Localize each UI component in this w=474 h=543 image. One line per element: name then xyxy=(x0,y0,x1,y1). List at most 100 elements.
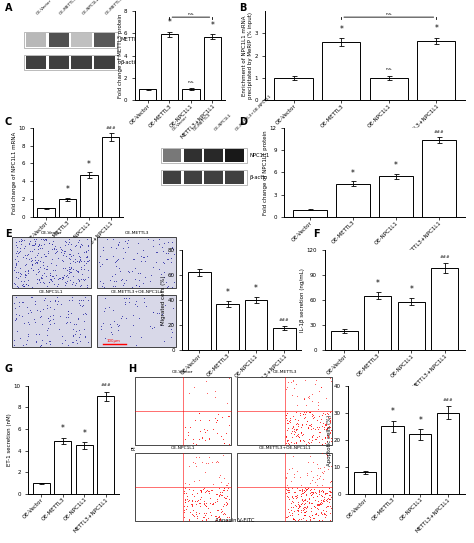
Point xyxy=(321,438,328,447)
Point xyxy=(298,423,305,432)
Point xyxy=(17,243,24,252)
Point xyxy=(66,258,73,267)
Point xyxy=(81,293,88,302)
Point xyxy=(24,281,32,289)
Point xyxy=(58,275,66,283)
Point xyxy=(31,253,38,262)
Bar xyxy=(33,483,50,494)
Point xyxy=(287,414,294,422)
Point xyxy=(43,252,50,261)
Point xyxy=(195,475,202,484)
Point xyxy=(303,489,310,498)
Point xyxy=(113,277,120,286)
Text: *: * xyxy=(419,415,422,425)
Point xyxy=(120,278,128,287)
Point xyxy=(188,500,195,509)
Point xyxy=(99,245,107,254)
Point xyxy=(203,389,210,397)
Point xyxy=(159,247,167,256)
Point xyxy=(215,472,222,481)
Point xyxy=(321,513,328,522)
Point xyxy=(169,304,177,312)
Point xyxy=(323,437,331,445)
Point xyxy=(288,464,295,472)
Point xyxy=(326,418,334,426)
Point xyxy=(101,333,109,342)
Bar xyxy=(48,33,69,47)
Point xyxy=(140,253,147,262)
Point xyxy=(303,484,311,493)
Point xyxy=(290,426,298,435)
Point xyxy=(122,276,129,285)
Point xyxy=(17,271,24,280)
Point xyxy=(193,513,201,522)
Point xyxy=(300,488,308,496)
Point xyxy=(60,249,68,257)
Point xyxy=(310,413,318,421)
Point xyxy=(73,319,80,328)
Point xyxy=(74,268,82,276)
Point xyxy=(39,257,47,266)
Point xyxy=(328,426,335,434)
Point xyxy=(13,247,20,255)
Point xyxy=(62,279,70,287)
Point xyxy=(27,263,34,272)
Point xyxy=(313,459,320,468)
Point xyxy=(182,498,189,507)
Point xyxy=(201,510,209,519)
Point xyxy=(62,236,69,245)
Point xyxy=(287,503,295,512)
Point xyxy=(201,500,208,509)
Point xyxy=(79,301,87,310)
Point xyxy=(308,435,316,444)
Point xyxy=(298,498,306,507)
Point xyxy=(308,421,315,430)
Point xyxy=(110,277,118,286)
Point xyxy=(286,510,293,519)
Point xyxy=(311,425,319,433)
Point xyxy=(22,339,30,348)
Point xyxy=(16,302,23,311)
Point xyxy=(19,298,27,307)
Point xyxy=(55,297,62,306)
Point xyxy=(283,485,290,494)
Point xyxy=(84,253,91,262)
Point xyxy=(35,242,42,250)
Point xyxy=(313,491,321,500)
Point xyxy=(190,383,198,392)
Point xyxy=(284,424,292,432)
Point xyxy=(295,515,303,523)
Point xyxy=(150,322,158,331)
Y-axis label: Migrated cells (%): Migrated cells (%) xyxy=(162,275,166,325)
Point xyxy=(158,309,166,318)
Bar xyxy=(182,89,200,100)
Point xyxy=(291,488,299,496)
Point xyxy=(52,261,59,269)
Point xyxy=(40,240,48,249)
Point xyxy=(223,429,230,438)
Point xyxy=(290,514,297,523)
Point xyxy=(59,256,67,265)
Point xyxy=(298,486,305,495)
Point xyxy=(324,465,331,474)
Point xyxy=(293,425,301,433)
Point xyxy=(41,235,48,244)
Point xyxy=(320,508,328,517)
Point xyxy=(15,311,23,319)
Point xyxy=(53,282,61,291)
Point xyxy=(184,431,191,439)
Point xyxy=(56,242,64,251)
Point xyxy=(305,494,313,502)
Point xyxy=(48,277,56,286)
Point xyxy=(134,269,142,277)
Point xyxy=(32,235,40,244)
Text: OE-Vector: OE-Vector xyxy=(41,231,62,235)
Point xyxy=(296,502,304,510)
Point xyxy=(313,500,321,509)
Point xyxy=(325,502,332,510)
Text: β-actin: β-actin xyxy=(249,175,268,180)
Point xyxy=(298,484,306,493)
Point xyxy=(51,266,59,275)
Point xyxy=(126,294,133,302)
Point xyxy=(321,488,329,497)
